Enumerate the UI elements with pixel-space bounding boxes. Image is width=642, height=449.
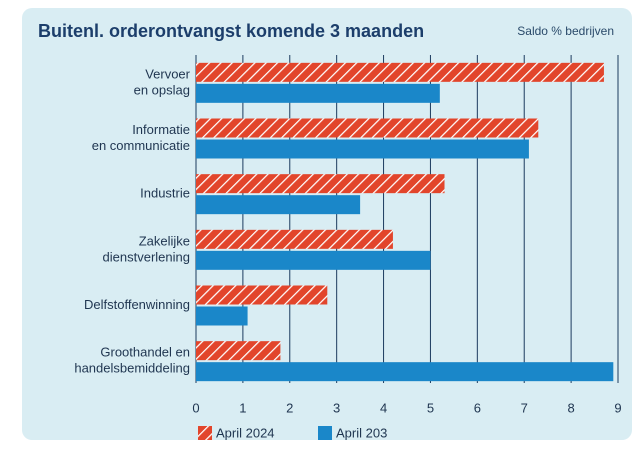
y-tick-label: dienstverlening bbox=[103, 249, 190, 264]
y-tick-label: Informatie bbox=[132, 122, 190, 137]
bar bbox=[196, 362, 614, 382]
y-tick-label: Vervoer bbox=[145, 66, 190, 81]
bar bbox=[196, 229, 393, 249]
x-tick-label: 0 bbox=[192, 400, 199, 415]
x-tick-label: 4 bbox=[380, 400, 387, 415]
bar bbox=[196, 83, 440, 103]
x-tick-label: 7 bbox=[521, 400, 528, 415]
x-tick-label: 1 bbox=[239, 400, 246, 415]
chart-title: Buitenl. orderontvangst komende 3 maande… bbox=[38, 21, 424, 41]
x-tick-label: 5 bbox=[427, 400, 434, 415]
bar bbox=[196, 306, 248, 326]
bar bbox=[196, 174, 445, 194]
panel bbox=[22, 8, 632, 440]
bar bbox=[196, 62, 604, 82]
y-tick-label: handelsbemiddeling bbox=[74, 361, 190, 376]
y-tick-label: Delfstoffenwinning bbox=[84, 297, 190, 312]
legend-label: April 203 bbox=[336, 425, 387, 440]
bar bbox=[196, 139, 529, 159]
bar bbox=[196, 341, 281, 361]
y-tick-label: Groothandel en bbox=[100, 345, 190, 360]
x-tick-label: 3 bbox=[333, 400, 340, 415]
y-tick-label: Industrie bbox=[140, 186, 190, 201]
x-tick-label: 8 bbox=[567, 400, 574, 415]
bar bbox=[196, 285, 328, 305]
bar bbox=[196, 250, 431, 270]
y-tick-label: en opslag bbox=[134, 82, 190, 97]
legend-swatch bbox=[198, 426, 212, 440]
legend-swatch bbox=[318, 426, 332, 440]
y-tick-label: Zakelijke bbox=[139, 233, 190, 248]
legend-label: April 2024 bbox=[216, 425, 275, 440]
x-tick-label: 6 bbox=[474, 400, 481, 415]
bar bbox=[196, 118, 539, 138]
y-tick-label: en communicatie bbox=[92, 138, 190, 153]
x-tick-label: 9 bbox=[614, 400, 621, 415]
x-tick-label: 2 bbox=[286, 400, 293, 415]
chart-subtitle: Saldo % bedrijven bbox=[517, 24, 614, 38]
bar bbox=[196, 195, 361, 215]
